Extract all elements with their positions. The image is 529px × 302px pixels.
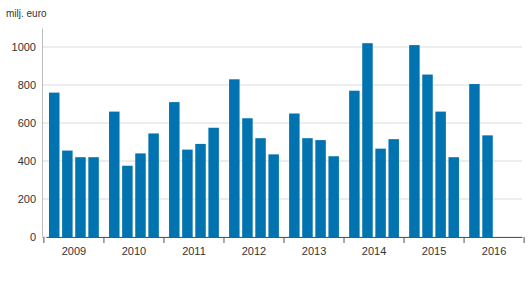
bar (268, 154, 278, 237)
x-tick: 2009 (62, 237, 86, 257)
bar (435, 112, 445, 237)
x-tick: 2011 (182, 237, 206, 257)
grid (42, 47, 522, 237)
bar (422, 75, 432, 237)
group-separators (44, 237, 524, 243)
bar (409, 45, 419, 237)
y-axis-title: milj. euro (6, 8, 47, 19)
group-separator (464, 237, 465, 243)
bar (375, 149, 385, 237)
grid-line (42, 85, 522, 86)
y-tick: 200 (18, 193, 42, 205)
x-tick-label: 2012 (242, 245, 266, 257)
x-tick: 2010 (122, 237, 146, 257)
bar (242, 118, 252, 237)
bar (448, 157, 458, 237)
bar (315, 140, 325, 237)
y-tick-label: 800 (18, 79, 36, 91)
plot: 0 200 400 600 800 1000 2009 2010 2011 2012 2013 201… (12, 29, 525, 257)
bar (229, 79, 239, 237)
y-tick-label: 1000 (12, 41, 36, 53)
x-tick-label: 2015 (422, 245, 446, 257)
bar (289, 114, 299, 238)
group-separator (43, 237, 44, 243)
group-separator (524, 237, 525, 243)
bar (135, 153, 145, 237)
y-tick-label: 400 (18, 155, 36, 167)
group-separator (344, 237, 345, 243)
group-separator (404, 237, 405, 243)
bar (388, 139, 398, 237)
bar (122, 166, 132, 237)
x-tick-label: 2014 (362, 245, 386, 257)
x-tick-label: 2013 (302, 245, 326, 257)
bar (49, 93, 59, 237)
bar (195, 144, 205, 237)
bar (88, 157, 98, 237)
y-tick: 600 (18, 117, 42, 129)
bar (328, 156, 338, 237)
bar (75, 157, 85, 237)
y-tick: 800 (18, 79, 42, 91)
x-tick: 2015 (422, 237, 446, 257)
bar (148, 133, 158, 237)
x-tick-label: 2011 (182, 245, 206, 257)
x-tick: 2012 (242, 237, 266, 257)
group-separator (103, 237, 104, 243)
group-separator (163, 237, 164, 243)
y-tick-label: 200 (18, 193, 36, 205)
x-tick: 2016 (482, 237, 506, 257)
group-separator (284, 237, 285, 243)
bar (208, 128, 218, 237)
y-tick-label: 600 (18, 117, 36, 129)
y-axis-line (42, 29, 43, 238)
bar (482, 135, 492, 237)
bar (182, 150, 192, 237)
bar (302, 138, 312, 237)
bar (349, 91, 359, 237)
x-axis: 2009 2010 2011 2012 2013 2014 2015 2016 (47, 237, 523, 257)
bar (109, 112, 119, 237)
x-tick-label: 2009 (62, 245, 86, 257)
y-tick: 1000 (12, 41, 42, 53)
group-separator (223, 237, 224, 243)
y-tick-label: 0 (30, 231, 36, 243)
grid-line (42, 47, 522, 48)
bar (469, 84, 479, 237)
chart: 0 200 400 600 800 1000 2009 2010 2011 2012 2013 201… (0, 0, 529, 302)
x-tick-label: 2016 (482, 245, 506, 257)
bar (362, 43, 372, 237)
y-axis: 0 200 400 600 800 1000 (12, 29, 43, 244)
x-tick-label: 2010 (122, 245, 146, 257)
bar (62, 151, 72, 237)
y-tick: 0 (30, 231, 42, 243)
bar (255, 138, 265, 237)
x-tick: 2014 (362, 237, 386, 257)
bars (49, 43, 493, 237)
x-tick: 2013 (302, 237, 326, 257)
y-tick: 400 (18, 155, 42, 167)
bar (169, 102, 179, 237)
